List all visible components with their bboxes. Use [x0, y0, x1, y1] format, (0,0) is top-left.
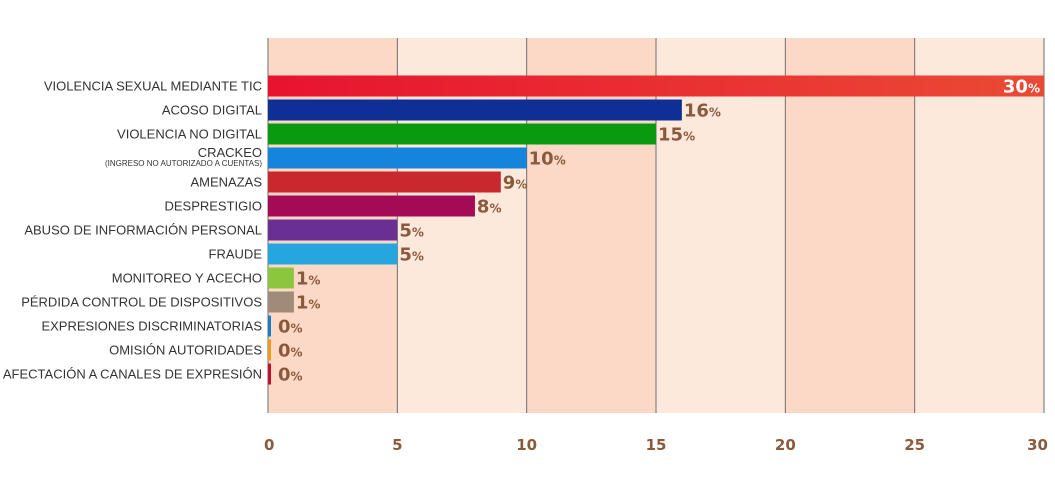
data-label: 30% — [1003, 77, 1040, 98]
x-tick-label: 30 — [1027, 436, 1048, 454]
x-tick-label: 5 — [392, 436, 402, 454]
bar — [268, 291, 294, 313]
data-label: 5% — [399, 245, 424, 266]
category-label: CRACKEO — [198, 145, 262, 160]
data-label: 0% — [278, 317, 303, 338]
data-label: 16% — [684, 101, 721, 122]
data-label: 0% — [278, 365, 303, 386]
bar — [268, 219, 398, 241]
data-label: 8% — [477, 197, 502, 218]
bar — [268, 171, 501, 193]
x-tick-label: 0 — [264, 436, 274, 454]
category-labels: VIOLENCIA SEXUAL MEDIANTE TIC ACOSO DIGIT… — [3, 79, 262, 382]
bar — [268, 339, 271, 361]
category-label: MONITOREO Y ACECHO — [112, 271, 262, 286]
category-label: ACOSO DIGITAL — [162, 103, 262, 118]
bar — [268, 243, 398, 265]
x-axis-ticks: 0 5 10 15 20 25 30 — [264, 436, 1048, 454]
bar — [268, 99, 682, 121]
data-label: 5% — [399, 221, 424, 242]
bar — [268, 75, 1044, 97]
data-label: 10% — [529, 149, 566, 170]
data-label: 1% — [296, 269, 321, 290]
bar-series — [268, 75, 1044, 385]
x-tick-label: 10 — [516, 436, 537, 454]
category-label: DESPRESTIGIO — [164, 199, 262, 214]
bar — [268, 147, 527, 169]
background-band — [785, 38, 915, 413]
category-label: FRAUDE — [209, 247, 263, 262]
category-label: AFECTACIÓN A CANALES DE EXPRESIÓN — [3, 367, 262, 382]
data-label: 0% — [278, 341, 303, 362]
category-label: EXPRESIONES DISCRIMINATORIAS — [41, 319, 262, 334]
x-tick-label: 25 — [904, 436, 925, 454]
bar — [268, 315, 271, 337]
bar — [268, 123, 656, 145]
data-label: 9% — [503, 173, 528, 194]
x-tick-label: 20 — [775, 436, 796, 454]
category-label: VIOLENCIA SEXUAL MEDIANTE TIC — [44, 79, 262, 94]
category-sublabel: (INGRESO NO AUTORIZADO A CUENTAS) — [105, 159, 262, 168]
data-label: 15% — [658, 125, 695, 146]
bar — [268, 363, 271, 385]
category-label: AMENAZAS — [190, 175, 262, 190]
category-label: OMISIÓN AUTORIDADES — [109, 343, 262, 358]
bar — [268, 195, 475, 217]
bar — [268, 267, 294, 289]
background-band — [914, 38, 1044, 413]
category-label: ABUSO DE INFORMACIÓN PERSONAL — [24, 223, 262, 238]
value-labels: 30% 16% 15% 10%9%8% 5% 5% 1% 1% 0% 0% 0% — [278, 77, 1040, 386]
x-tick-label: 15 — [646, 436, 667, 454]
data-label: 1% — [296, 293, 321, 314]
category-label: VIOLENCIA NO DIGITAL — [117, 127, 262, 142]
category-label: PÉRDIDA CONTROL DE DISPOSITIVOS — [21, 295, 262, 310]
